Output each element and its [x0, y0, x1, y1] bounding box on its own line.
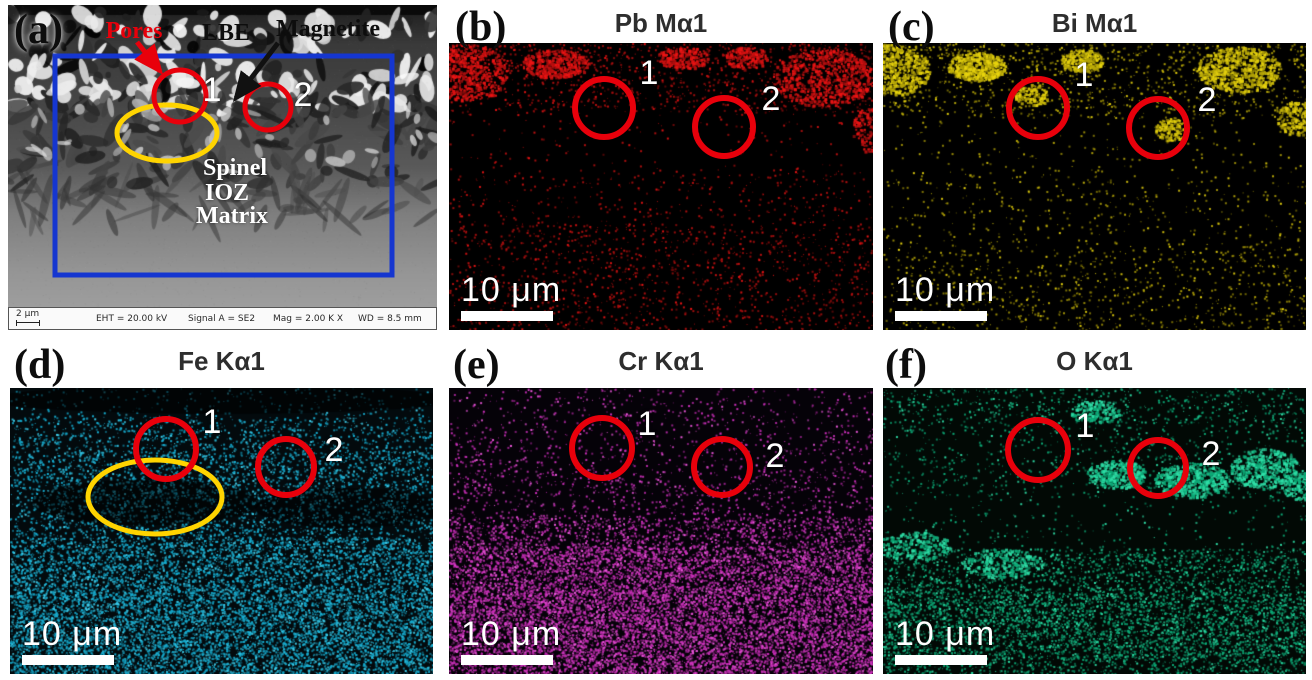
- region-1-number: 1: [1075, 407, 1095, 445]
- panel-title-cr: Cr Kα1: [618, 346, 704, 376]
- pb-map-image: [449, 43, 873, 330]
- panel-f-overlay: [1005, 417, 1189, 499]
- magnetite-label: Magnetite: [276, 16, 380, 42]
- region-1-circle: [1005, 417, 1071, 483]
- region-2-circle: [255, 436, 317, 498]
- region-1-number: 1: [1074, 56, 1094, 94]
- region-2-circle: [692, 95, 756, 159]
- scale-bar: 10 μm: [461, 617, 561, 665]
- sem-scale-text: 2 μm: [16, 309, 40, 319]
- panel-f-o-map: (f) O Kα1 1 2 10 μm: [883, 340, 1306, 674]
- panel-a-sem: (a) Pores LBE Magnetite Spinel IOZ Matri…: [8, 5, 437, 330]
- analysis-area-rect: [52, 53, 395, 278]
- panel-title-pb: Pb Mα1: [614, 8, 708, 38]
- region-2-circle: [242, 81, 294, 133]
- yellow-ellipse: [85, 457, 225, 537]
- region-1-circle: [151, 67, 209, 125]
- cr-map-image: [449, 388, 873, 674]
- scale-bar-text: 10 μm: [895, 615, 996, 653]
- yellow-ellipse: [114, 102, 220, 164]
- region-2-number: 2: [324, 431, 344, 469]
- scale-bar-text: 10 μm: [895, 271, 996, 309]
- panel-label-e: (e): [453, 342, 500, 388]
- matrix-label: Matrix: [196, 203, 268, 229]
- magnetite-arrow: [232, 41, 280, 102]
- sem-eht-text: EHT = 20.00 kV: [96, 314, 168, 324]
- sem-metadata-bar: 2 μm EHT = 20.00 kV Signal A = SE2 Mag =…: [8, 307, 437, 330]
- spinel-label: Spinel: [202, 155, 268, 181]
- fe-map-image: [10, 388, 433, 674]
- panel-title-fe: Fe Kα1: [178, 346, 265, 376]
- lbe-label: LBE: [201, 20, 251, 46]
- sem-scale-marker: 2 μm: [16, 310, 40, 326]
- sem-signal-text: Signal A = SE2: [188, 314, 256, 324]
- scale-bar-line: [461, 655, 553, 665]
- panel-c-bi-map: (c) Bi Mα1 1 2 10 μm: [883, 0, 1306, 330]
- region-2-number: 2: [765, 437, 785, 475]
- region-1-number: 1: [639, 54, 659, 92]
- region-2-circle: [1126, 96, 1190, 160]
- panel-label-d: (d): [14, 342, 66, 388]
- scale-bar: 10 μm: [22, 617, 122, 665]
- ioz-label: IOZ: [204, 180, 250, 206]
- panel-d-fe-map: (d) Fe Kα1 1 2 10 μm: [10, 340, 433, 674]
- sem-mag-text: Mag = 2.00 K X: [273, 314, 344, 324]
- panel-d-overlay: [85, 416, 317, 537]
- region-2-number: 2: [761, 80, 781, 118]
- panel-label-f: (f): [885, 342, 927, 388]
- scale-bar: 10 μm: [895, 617, 995, 665]
- region-1-circle: [572, 76, 636, 140]
- scale-bar-line: [895, 311, 987, 321]
- region-1-number: 1: [637, 405, 657, 443]
- panel-c-overlay: [1006, 76, 1190, 160]
- region-2-number: 2: [293, 76, 313, 114]
- region-2-circle: [1127, 437, 1189, 499]
- scale-bar-text: 10 μm: [22, 615, 123, 653]
- pores-label: Pores: [105, 18, 163, 44]
- o-map-image: [883, 388, 1306, 674]
- region-2-number: 2: [1197, 81, 1217, 119]
- sem-wd-text: WD = 8.5 mm: [358, 314, 422, 324]
- scale-bar: 10 μm: [461, 273, 561, 321]
- panel-a-overlay: [52, 40, 395, 278]
- panel-b-overlay: [572, 76, 756, 159]
- panel-e-cr-map: (e) Cr Kα1 1 2 10 μm: [449, 340, 873, 674]
- region-2-number: 2: [1201, 435, 1221, 473]
- region-1-circle: [1006, 76, 1070, 140]
- panel-label-b: (b): [455, 4, 507, 50]
- region-1-circle: [569, 415, 635, 481]
- panel-e-overlay: [569, 415, 753, 498]
- panel-title-o: O Kα1: [1056, 346, 1133, 376]
- region-1-circle: [133, 416, 199, 482]
- region-1-number: 1: [202, 71, 222, 109]
- scale-bar-line: [461, 311, 553, 321]
- pores-arrow: [134, 40, 164, 75]
- panel-b-pb-map: (b) Pb Mα1 1 2 10 μm: [449, 0, 873, 330]
- scale-bar-line: [22, 655, 114, 665]
- region-1-number: 1: [202, 403, 222, 441]
- bi-map-image: [883, 43, 1306, 330]
- region-2-circle: [691, 436, 753, 498]
- panel-title-bi: Bi Mα1: [1051, 8, 1138, 38]
- scale-bar: 10 μm: [895, 273, 995, 321]
- scale-bar-line: [895, 655, 987, 665]
- scale-bar-text: 10 μm: [461, 615, 562, 653]
- panel-label-a: (a): [14, 7, 63, 53]
- panel-label-c: (c): [888, 4, 935, 50]
- scale-bar-text: 10 μm: [461, 271, 562, 309]
- sem-scale-glyph: [16, 320, 40, 326]
